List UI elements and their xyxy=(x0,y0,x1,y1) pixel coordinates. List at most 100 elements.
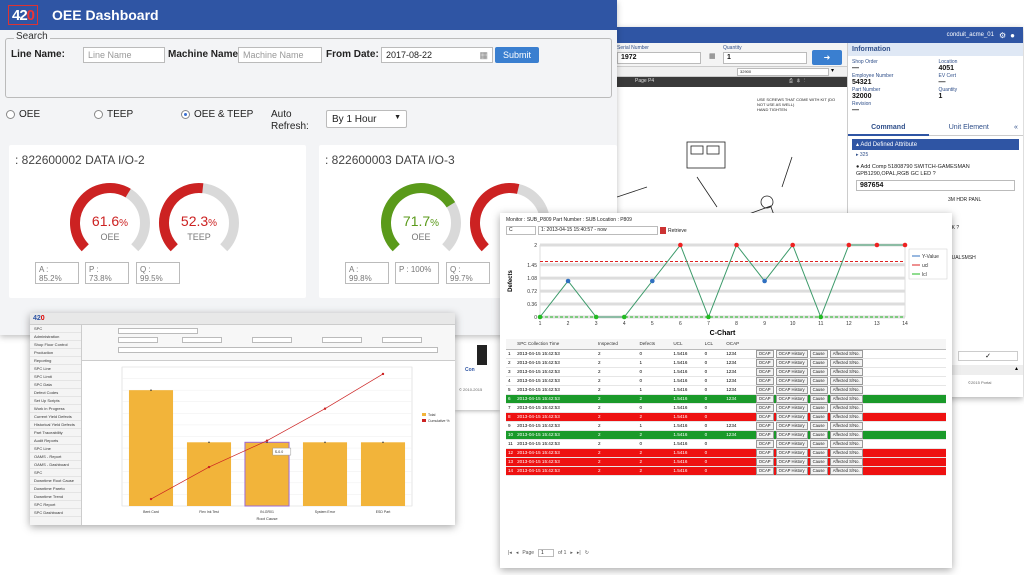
table-row[interactable]: 11 2013-04-15 15:42:53 2 0 1.5416 0 OCAP OCAP H… xyxy=(506,439,946,449)
tree-item[interactable]: SPC xyxy=(30,325,81,333)
filter-input-4[interactable] xyxy=(252,337,292,343)
action-button[interactable]: Affected S/No. xyxy=(829,349,863,358)
action-button[interactable]: OCAP xyxy=(755,439,774,448)
tree-item[interactable]: Set Up Scripts xyxy=(30,397,81,405)
filter-input-3[interactable] xyxy=(182,337,222,343)
table-row[interactable]: 2 2013-04-15 15:42:53 2 1 1.5416 0 1234 OCAP OCA… xyxy=(506,358,946,368)
filter-input-6[interactable] xyxy=(382,337,422,343)
action-button[interactable]: OCAP History xyxy=(775,421,808,430)
action-button[interactable]: OCAP History xyxy=(775,457,808,466)
from-date-input[interactable]: 2017-08-22 ▦ xyxy=(381,47,493,63)
tree-item[interactable]: Downtime Root Cause xyxy=(30,477,81,485)
page-input[interactable]: 1 xyxy=(538,549,555,557)
auto-refresh-select[interactable]: By 1 Hour ▼ xyxy=(326,110,407,128)
action-button[interactable]: OCAP xyxy=(755,367,774,376)
tree-item[interactable]: SPC Report xyxy=(30,501,81,509)
range-select[interactable]: 1: 2013-04-15 15:40:57 - now xyxy=(538,226,658,235)
action-button[interactable]: OCAP xyxy=(755,430,774,439)
prev-page-icon[interactable]: ◂ xyxy=(515,550,519,556)
action-button[interactable]: Affected S/No. xyxy=(829,376,863,385)
tree-item[interactable]: Reporting xyxy=(30,357,81,365)
action-button[interactable]: Cause xyxy=(809,457,828,466)
tree-item[interactable]: Work in Progress xyxy=(30,405,81,413)
tree-item[interactable]: SPC Data xyxy=(30,381,81,389)
radio-oee-teep[interactable]: OEE & TEEP xyxy=(181,109,253,120)
table-row[interactable]: 14 2013-04-15 15:42:53 2 2 1.5416 0 OCAP OCAP H… xyxy=(506,466,946,476)
action-button[interactable]: Cause xyxy=(809,376,828,385)
action-button[interactable]: Cause xyxy=(809,358,828,367)
action-button[interactable]: Cause xyxy=(809,403,828,412)
tree-item[interactable]: OAMS - Dashboard xyxy=(30,461,81,469)
action-button[interactable]: OCAP xyxy=(755,358,774,367)
tree-item[interactable]: Defect Codes xyxy=(30,389,81,397)
action-button[interactable]: OCAP History xyxy=(775,385,808,394)
user-icon[interactable]: ● xyxy=(1010,30,1015,40)
quantity-input[interactable]: 1 xyxy=(723,52,807,64)
radio-oee-teep-circle[interactable] xyxy=(181,110,190,119)
action-button[interactable]: OCAP History xyxy=(775,394,808,403)
radio-teep-circle[interactable] xyxy=(94,110,103,119)
radio-oee[interactable]: OEE xyxy=(6,109,40,120)
action-button[interactable]: Affected S/No. xyxy=(829,448,863,457)
action-button[interactable]: OCAP xyxy=(755,448,774,457)
retrieve-icon[interactable] xyxy=(660,227,666,234)
tree-item[interactable]: Downtime Pareto xyxy=(30,485,81,493)
action-button[interactable]: Cause xyxy=(809,448,828,457)
action-button[interactable]: OCAP History xyxy=(775,376,808,385)
submit-arrow-button[interactable]: ➜ xyxy=(812,50,842,65)
action-button[interactable]: OCAP History xyxy=(775,448,808,457)
action-button[interactable]: OCAP xyxy=(755,376,774,385)
table-row[interactable]: 13 2013-04-15 15:42:53 2 2 1.5416 0 OCAP OCAP H… xyxy=(506,457,946,467)
calculator-icon[interactable]: ▦ xyxy=(709,53,716,60)
table-row[interactable]: 10 2013-04-15 15:42:53 2 2 1.5416 0 1234 OCAP OC… xyxy=(506,430,946,440)
action-button[interactable]: OCAP xyxy=(755,394,774,403)
action-button[interactable]: OCAP History xyxy=(775,439,808,448)
add-attribute-header[interactable]: ▴ Add Defined Attribute xyxy=(852,139,1019,150)
tree-item[interactable]: SPC xyxy=(30,469,81,477)
tree-item[interactable]: Production xyxy=(30,349,81,357)
action-button[interactable]: OCAP xyxy=(755,403,774,412)
action-button[interactable]: Affected S/No. xyxy=(829,403,863,412)
action-button[interactable]: OCAP xyxy=(755,349,774,358)
action-button[interactable]: Affected S/No. xyxy=(829,466,863,475)
col-ucl[interactable]: UCL xyxy=(671,339,703,350)
table-row[interactable]: 6 2013-04-15 15:42:53 2 2 1.5416 0 1234 OCAP OCA… xyxy=(506,394,946,404)
table-row[interactable]: 4 2013-04-15 15:42:53 2 0 1.5416 0 1234 OCAP OCA… xyxy=(506,376,946,386)
retrieve-button[interactable]: Retrieve xyxy=(668,228,687,234)
radio-teep[interactable]: TEEP xyxy=(94,109,133,120)
action-button[interactable]: Cause xyxy=(809,385,828,394)
action-button[interactable]: OCAP xyxy=(755,385,774,394)
action-button[interactable]: OCAP History xyxy=(775,412,808,421)
action-button[interactable]: OCAP History xyxy=(775,367,808,376)
action-button[interactable]: Affected S/No. xyxy=(829,457,863,466)
tree-item[interactable]: Shop Floor Control xyxy=(30,341,81,349)
print-download-icons[interactable]: ⎙⇩⋮ xyxy=(789,78,810,84)
refresh-icon[interactable]: ↻ xyxy=(584,550,589,556)
action-button[interactable]: Cause xyxy=(809,421,828,430)
serial-input[interactable]: 1972 xyxy=(617,52,701,64)
action-button[interactable]: Cause xyxy=(809,439,828,448)
col-defects[interactable]: Defects xyxy=(637,339,672,350)
action-button[interactable]: Cause xyxy=(809,349,828,358)
action-button[interactable]: OCAP History xyxy=(775,403,808,412)
machine-name-input[interactable]: Machine Name xyxy=(238,47,322,63)
col-lcl[interactable]: LCL xyxy=(702,339,725,350)
table-row[interactable]: 8 2013-04-15 15:42:53 2 2 1.5416 0 OCAP OCAP Hi… xyxy=(506,412,946,422)
action-button[interactable]: OCAP History xyxy=(775,466,808,475)
col-time[interactable]: SPC Collection Time xyxy=(515,339,596,350)
col-ocap[interactable]: OCAP xyxy=(724,339,754,350)
tree-item[interactable]: SPC Line xyxy=(30,445,81,453)
line-name-input[interactable]: Line Name xyxy=(83,47,165,63)
action-button[interactable]: Affected S/No. xyxy=(829,421,863,430)
action-button[interactable]: OCAP History xyxy=(775,349,808,358)
submit-button[interactable]: Submit xyxy=(495,47,539,63)
calendar-icon[interactable]: ▦ xyxy=(479,50,488,60)
filter-input-2[interactable] xyxy=(118,337,158,343)
table-row[interactable]: 12 2013-04-15 15:42:53 2 2 1.5416 0 OCAP OCAP H… xyxy=(506,448,946,458)
tree-item[interactable]: Audit Reports xyxy=(30,437,81,445)
component-input[interactable]: 987654 xyxy=(856,180,1015,191)
last-page-icon[interactable]: ▸| xyxy=(576,550,581,556)
action-button[interactable]: Cause xyxy=(809,466,828,475)
table-row[interactable]: 3 2013-04-15 15:42:53 2 0 1.5416 0 1234 OCAP OCA… xyxy=(506,367,946,377)
action-button[interactable]: OCAP xyxy=(755,412,774,421)
